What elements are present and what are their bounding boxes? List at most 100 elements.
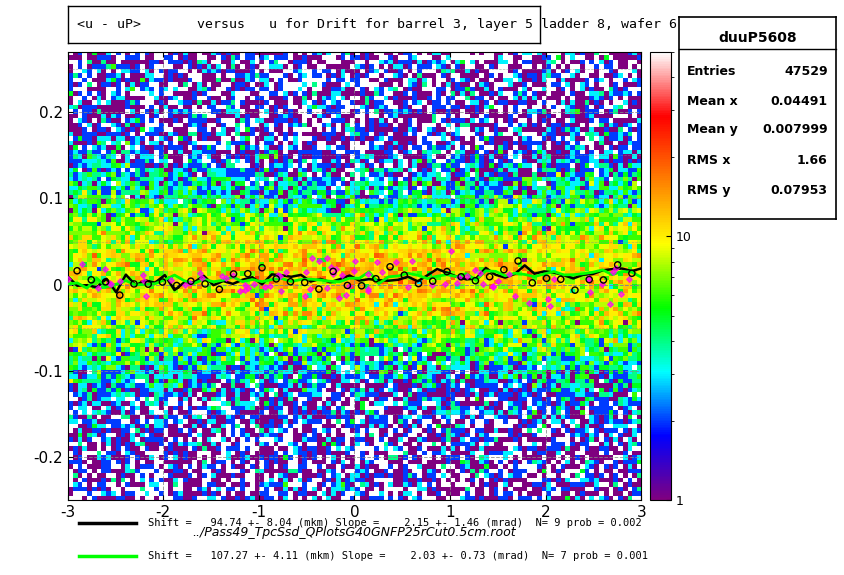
Point <box>583 288 597 297</box>
Point <box>426 277 440 286</box>
Text: Entries: Entries <box>687 65 737 78</box>
Point <box>241 269 255 278</box>
Point <box>327 267 340 276</box>
Point <box>226 270 240 279</box>
Point <box>354 281 368 290</box>
Point <box>486 282 500 292</box>
Point <box>497 265 511 274</box>
Point <box>476 279 490 289</box>
Point <box>389 257 403 266</box>
Point <box>136 271 149 280</box>
Point <box>299 267 312 277</box>
Point <box>273 272 287 281</box>
Point <box>335 271 349 280</box>
Point <box>451 278 464 288</box>
Point <box>609 263 623 273</box>
Point <box>99 264 112 273</box>
Point <box>312 285 326 294</box>
Point <box>105 279 118 289</box>
Point <box>582 276 596 285</box>
Point <box>582 275 596 284</box>
Point <box>445 247 458 256</box>
Point <box>114 277 127 286</box>
Point <box>113 290 127 300</box>
Point <box>320 283 333 293</box>
Point <box>361 285 375 294</box>
Point <box>438 279 452 289</box>
Point <box>332 293 345 302</box>
Point <box>327 269 340 278</box>
Point <box>127 279 141 289</box>
Point <box>412 279 425 288</box>
Point <box>170 281 183 290</box>
Point <box>425 281 438 290</box>
Point <box>70 266 84 275</box>
Point <box>84 275 98 285</box>
Point <box>508 291 522 300</box>
Point <box>193 269 207 278</box>
Point <box>405 256 419 265</box>
Point <box>441 267 454 276</box>
Point <box>255 263 268 273</box>
Point <box>540 274 554 283</box>
Text: 0.07953: 0.07953 <box>771 184 828 197</box>
Point <box>138 277 151 286</box>
Point <box>198 279 212 289</box>
Point <box>155 277 169 286</box>
Point <box>165 275 178 285</box>
Text: Shift =   94.74 +- 8.04 (mkm) Slope =    2.15 +- 1.46 (mrad)  N= 9 prob = 0.002: Shift = 94.74 +- 8.04 (mkm) Slope = 2.15… <box>148 518 641 528</box>
Point <box>603 300 617 309</box>
Point <box>622 274 636 283</box>
Point <box>102 278 116 288</box>
Point <box>568 286 582 295</box>
Point <box>491 277 505 286</box>
Point <box>376 267 389 276</box>
Point <box>258 282 272 292</box>
Point <box>542 294 555 304</box>
Point <box>75 259 89 268</box>
Point <box>91 283 105 293</box>
Text: 0.04491: 0.04491 <box>771 95 828 108</box>
Point <box>486 281 500 290</box>
Point <box>452 272 466 281</box>
Point <box>298 292 311 301</box>
Point <box>614 290 628 299</box>
Point <box>483 272 496 281</box>
Point <box>241 283 255 292</box>
Text: <u - uP>       versus   u for Drift for barrel 3, layer 5 ladder 8, wafer 6: <u - uP> versus u for Drift for barrel 3… <box>77 18 677 31</box>
Point <box>361 287 375 296</box>
Text: 1.66: 1.66 <box>797 154 828 167</box>
Point <box>62 274 75 283</box>
Point <box>238 285 252 294</box>
Point <box>213 285 226 294</box>
Point <box>298 278 311 287</box>
Point <box>269 274 283 283</box>
Point <box>606 267 619 276</box>
Text: Mean y: Mean y <box>687 124 738 136</box>
Point <box>468 276 482 285</box>
Point <box>306 253 319 262</box>
Point <box>343 282 356 291</box>
Point <box>238 281 252 290</box>
Point <box>215 271 229 281</box>
Point <box>454 272 468 281</box>
Point <box>544 301 557 310</box>
Text: Mean x: Mean x <box>687 95 738 108</box>
Point <box>597 275 610 285</box>
Point <box>502 270 516 279</box>
Text: 0.007999: 0.007999 <box>762 124 828 136</box>
Point <box>274 287 288 296</box>
Point <box>339 290 353 300</box>
Point <box>312 256 326 266</box>
Point <box>303 284 316 293</box>
Point <box>348 266 361 275</box>
Point <box>595 279 609 289</box>
Point <box>611 260 625 270</box>
Point <box>263 282 277 291</box>
Point <box>369 274 382 283</box>
Point <box>460 271 473 280</box>
Point <box>468 266 481 275</box>
Point <box>370 257 383 266</box>
Point <box>349 256 362 266</box>
Text: 47529: 47529 <box>784 65 828 78</box>
